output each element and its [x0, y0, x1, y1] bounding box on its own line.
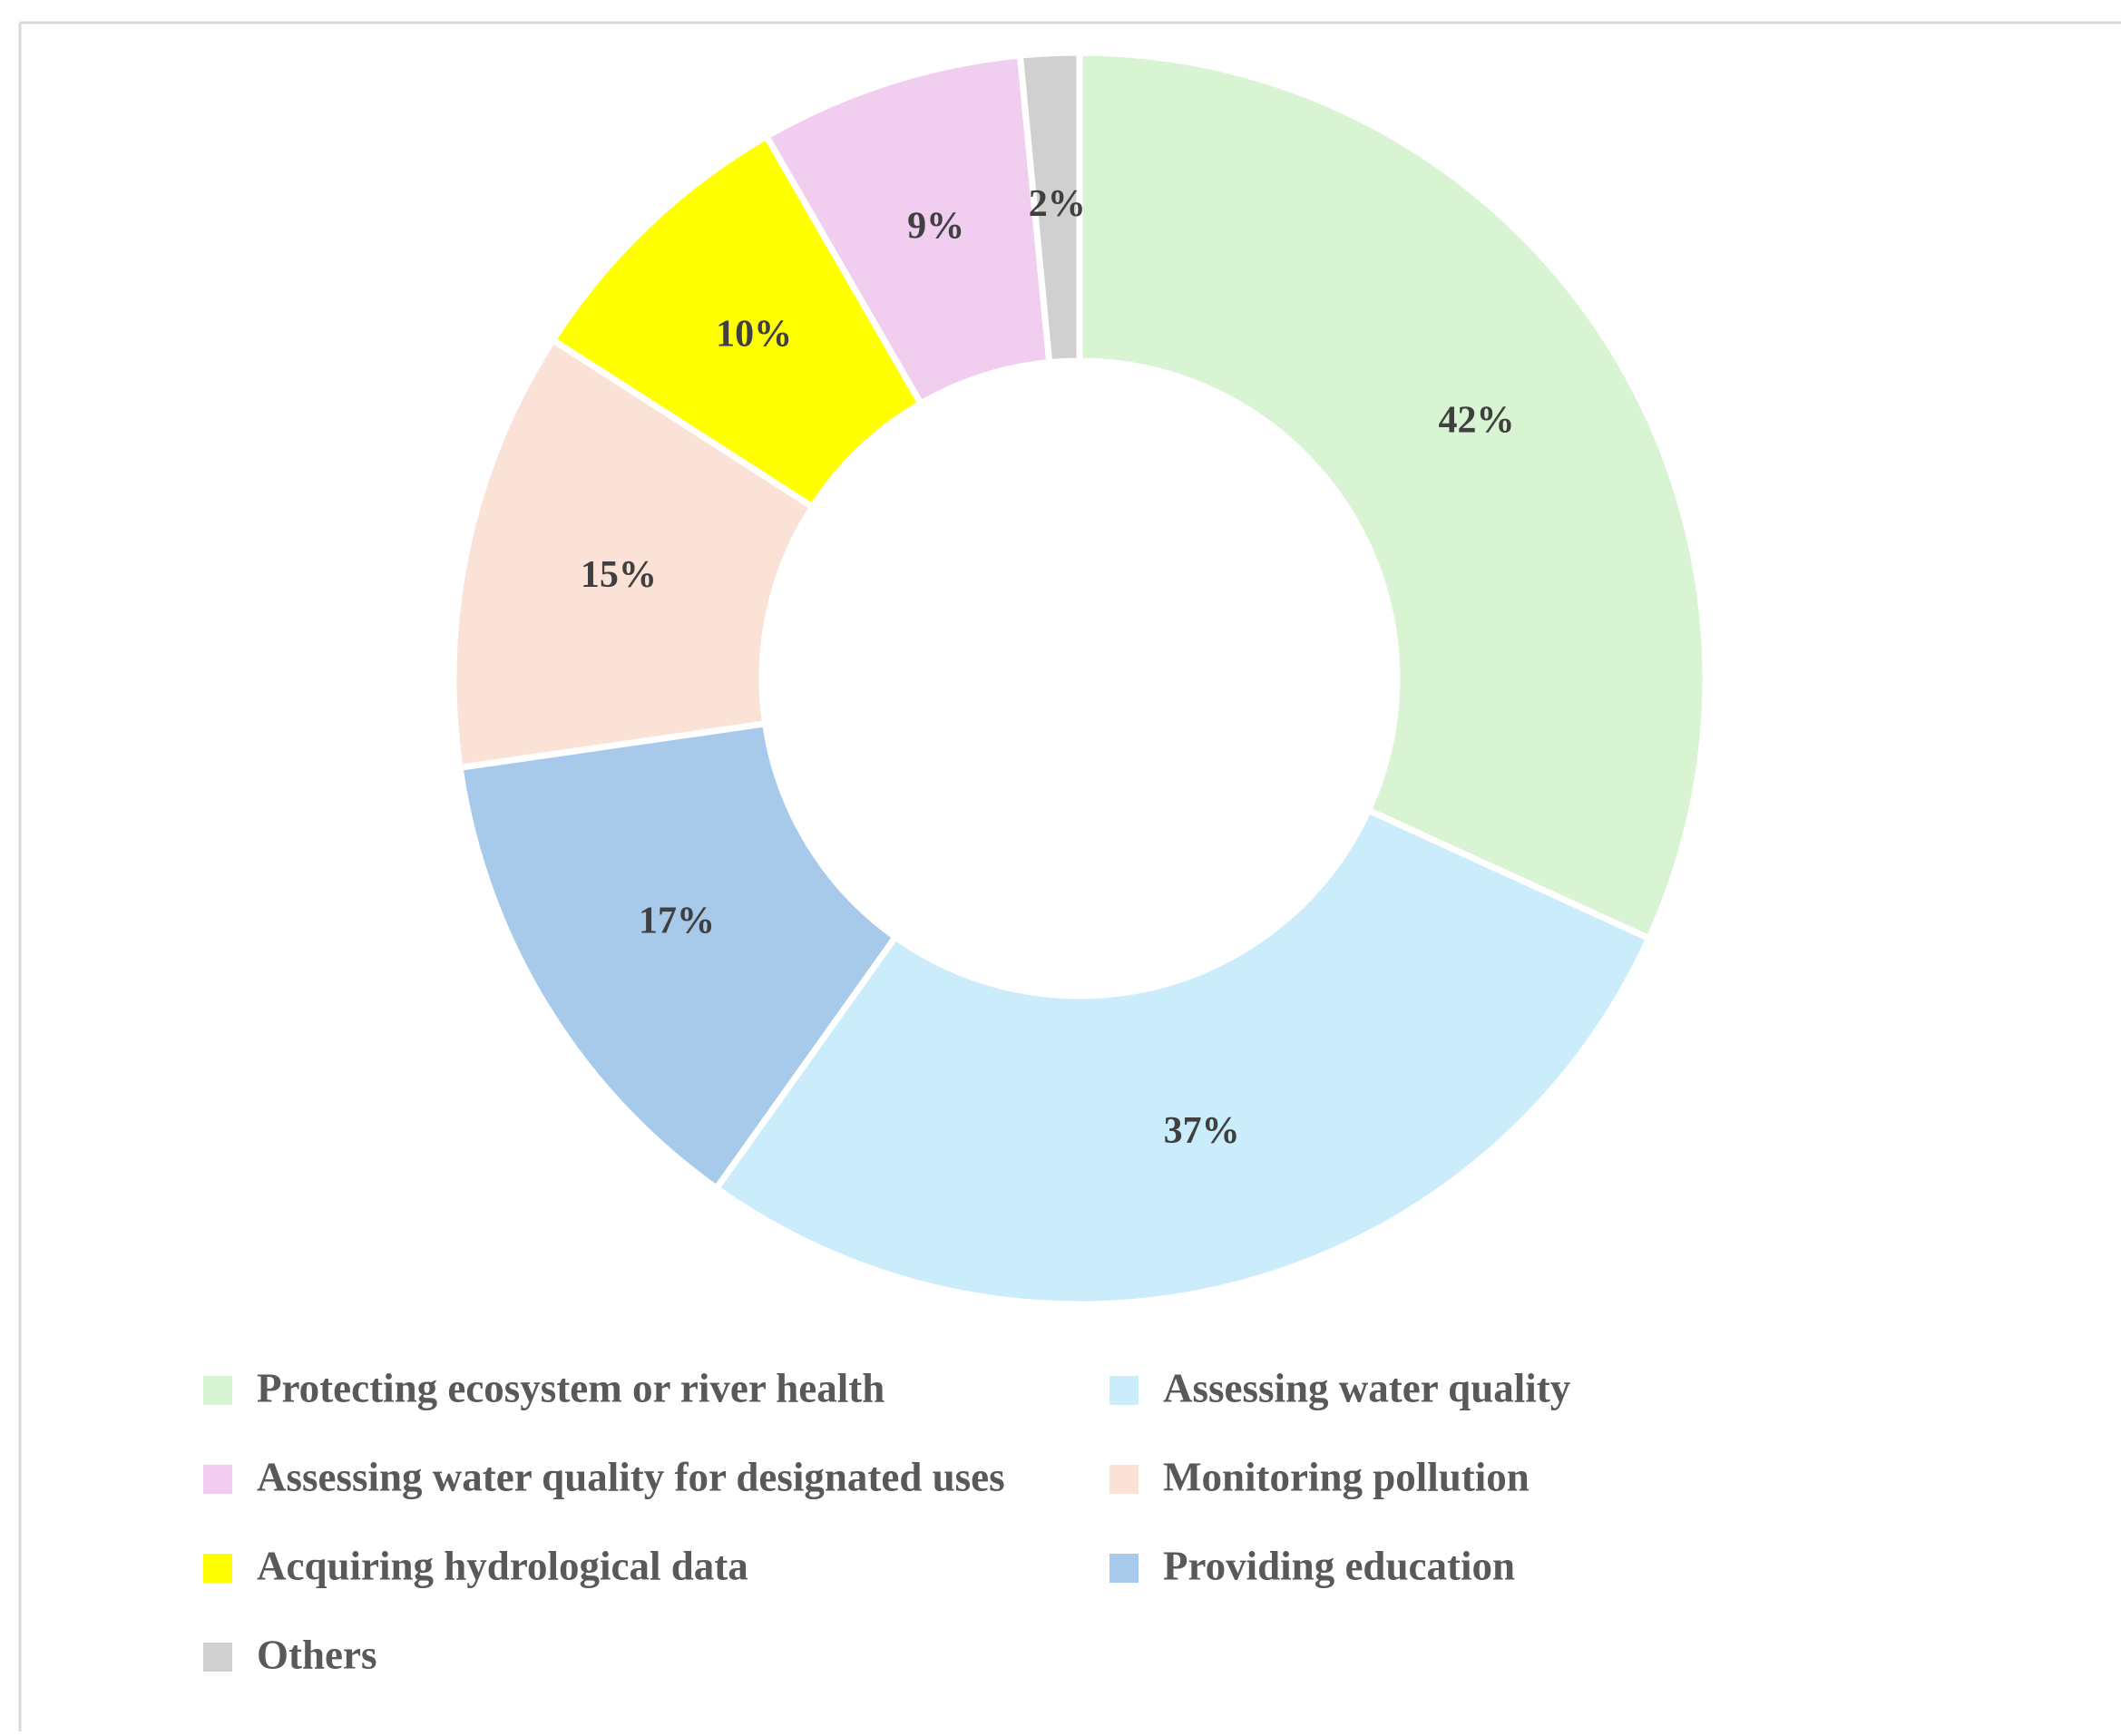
legend-swatch	[203, 1554, 232, 1583]
legend-label: Monitoring pollution	[1163, 1454, 1530, 1499]
data-label: 2%	[1029, 183, 1086, 225]
legend-label: Protecting ecosystem or river health	[257, 1365, 885, 1410]
data-label: 15%	[581, 554, 657, 596]
legend-label: Assessing water quality for designated u…	[257, 1454, 1005, 1499]
donut-slice	[1076, 49, 1709, 943]
data-label: 10%	[716, 313, 792, 355]
data-label: 37%	[1164, 1110, 1240, 1152]
legend-swatch	[203, 1643, 232, 1672]
data-label: 9%	[907, 205, 964, 247]
legend-label: Others	[257, 1632, 376, 1677]
legend-label: Assessing water quality	[1163, 1365, 1571, 1410]
donut-slice	[450, 336, 817, 772]
data-label: 42%	[1438, 400, 1514, 442]
legend-label: Providing education	[1163, 1543, 1515, 1588]
legend-label: Acquiring hydrological data	[257, 1543, 748, 1588]
donut-slice	[1016, 49, 1083, 366]
data-label: 17%	[639, 900, 715, 941]
legend-swatch	[1109, 1554, 1139, 1583]
donut-slice	[711, 805, 1654, 1308]
legend-swatch	[1109, 1465, 1139, 1494]
legend-swatch	[203, 1465, 232, 1494]
legend-swatch	[1109, 1376, 1139, 1405]
donut-slice	[548, 132, 925, 512]
donut-slice	[456, 719, 900, 1193]
legend-swatch	[203, 1376, 232, 1405]
